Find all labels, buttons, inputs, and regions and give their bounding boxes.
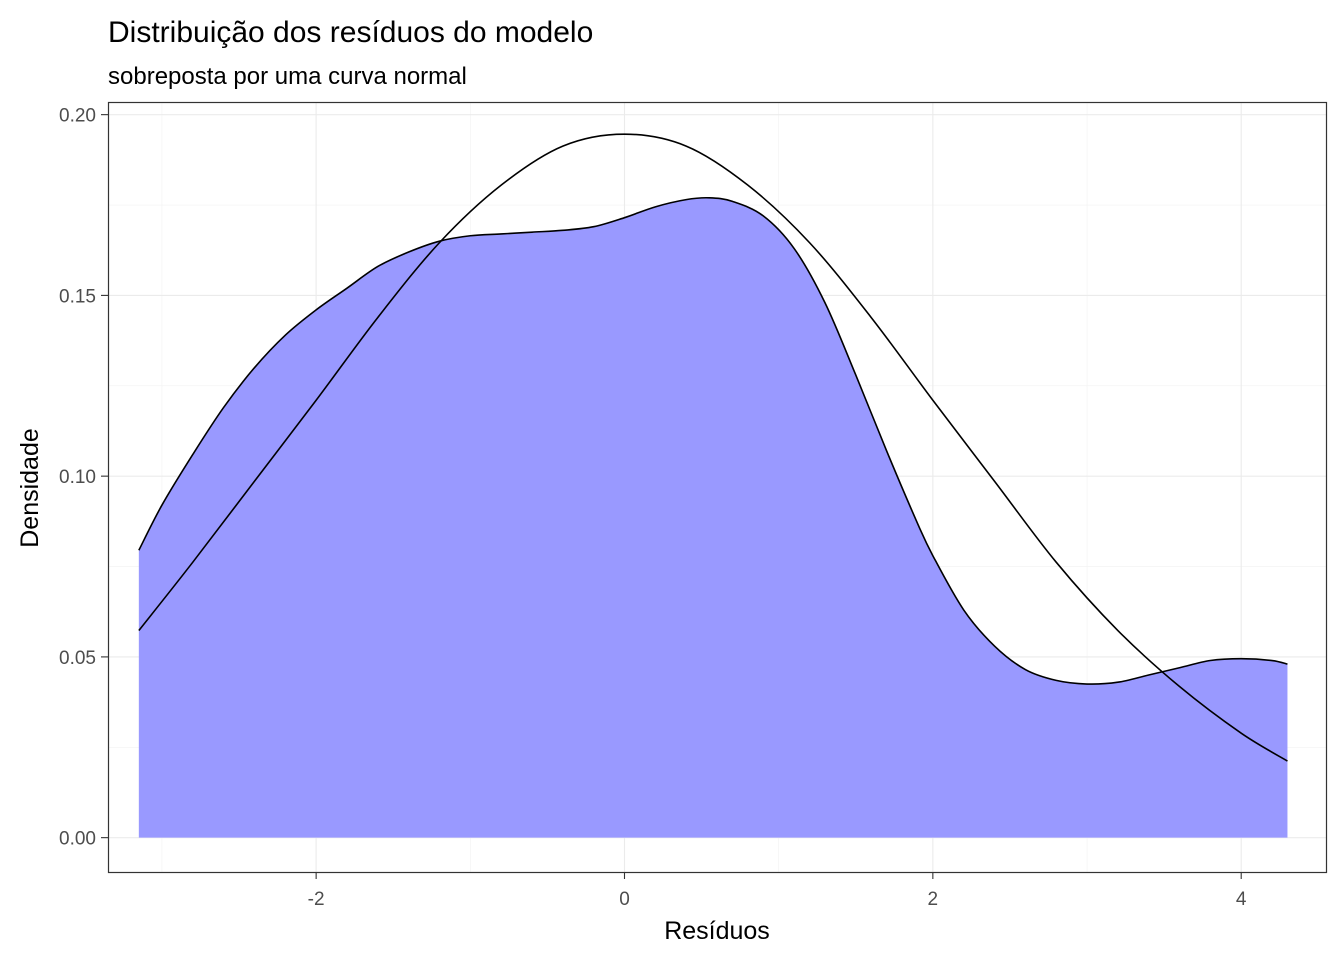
chart-title: Distribuição dos resíduos do modelo [108, 16, 593, 49]
x-axis: -2 0 2 4 [308, 872, 1247, 910]
y-axis: 0.00 0.05 0.10 0.15 0.20 [59, 106, 108, 850]
x-tick-label: 0 [619, 889, 630, 910]
y-tick-label: 0.10 [59, 467, 96, 488]
plot-marks [138, 133, 1288, 838]
x-axis-title: Resíduos [664, 917, 770, 945]
density-outline [138, 196, 1288, 685]
normal-curve-line [138, 133, 1288, 762]
chart-subtitle: sobreposta por uma curva normal [108, 63, 467, 90]
x-tick-label: -2 [308, 889, 325, 910]
y-axis-title: Densidade [16, 428, 44, 548]
y-tick-label: 0.00 [59, 829, 96, 850]
density-area [138, 197, 1288, 838]
y-tick-label: 0.15 [59, 286, 96, 307]
x-tick-label: 2 [928, 889, 939, 910]
x-tick-label: 4 [1236, 889, 1247, 910]
y-tick-label: 0.20 [59, 106, 96, 127]
panel-border [107, 101, 1328, 874]
y-tick-label: 0.05 [59, 648, 96, 669]
